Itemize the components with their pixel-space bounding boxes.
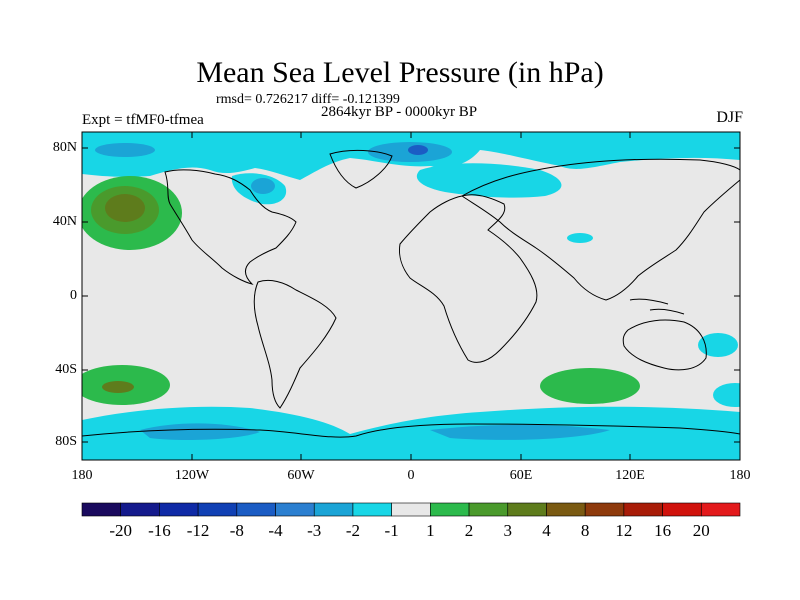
axis-ticks xyxy=(82,132,740,460)
colorbar-swatch xyxy=(275,502,315,517)
lat-label: 80N xyxy=(52,140,77,155)
period-text: 2864kyr BP - 0000kyr BP xyxy=(321,104,478,120)
colorbar-swatch xyxy=(468,502,509,517)
australia-coast xyxy=(622,319,707,371)
colorbar-swatch xyxy=(313,502,354,517)
australia-negative-region xyxy=(698,333,738,357)
hudson-darker-patch xyxy=(251,178,275,194)
coastlines xyxy=(82,149,740,438)
colorbar-label: -12 xyxy=(186,521,210,540)
colorbar-swatch xyxy=(430,502,470,517)
colorbar-label: -4 xyxy=(268,521,283,540)
lon-label: 180 xyxy=(729,468,751,483)
asia-coast xyxy=(461,158,740,301)
europe-negative-region xyxy=(416,163,562,198)
colorbar-swatch xyxy=(391,502,431,517)
colorbar-swatch xyxy=(546,502,586,517)
antarctica-coast xyxy=(82,423,740,438)
lon-label: 120W xyxy=(174,468,210,483)
colorbar-label: 4 xyxy=(542,521,551,540)
south-america-coast xyxy=(253,279,337,409)
lon-label: 60W xyxy=(287,468,315,483)
lon-label: 60E xyxy=(509,468,533,483)
colorbar-label: -8 xyxy=(229,521,244,540)
indian-ocean-positive-region xyxy=(540,368,640,404)
tasman-negative-region xyxy=(713,383,740,407)
southern-ocean-negative-band xyxy=(82,406,740,460)
colorbar-label: -20 xyxy=(109,521,133,540)
south-pacific-positive-core xyxy=(102,381,134,393)
north-america-coast xyxy=(164,169,297,285)
colorbar-swatch xyxy=(662,502,702,517)
colorbar-label: 2 xyxy=(464,521,474,540)
arctic-darker-patch xyxy=(95,143,155,157)
colorbar-swatch xyxy=(584,502,625,517)
colorbar-swatch xyxy=(352,502,392,517)
colorbar xyxy=(81,502,741,517)
southern-ocean-darker-patch-1 xyxy=(140,423,260,440)
colorbar-label: 12 xyxy=(615,521,633,540)
experiment-label: Expt = tfMF0-tfmea xyxy=(82,112,204,128)
colorbar-label: -2 xyxy=(345,521,361,540)
lat-label: 80S xyxy=(55,434,77,449)
colorbar-swatch xyxy=(236,502,276,517)
colorbar-swatch xyxy=(700,502,741,517)
season-label: DJF xyxy=(716,109,743,126)
lat-label: 40N xyxy=(52,214,77,229)
colorbar-label: -16 xyxy=(148,521,171,540)
europe-africa-coast xyxy=(399,194,538,363)
lat-label: 40S xyxy=(55,362,77,377)
colorbar-label: -3 xyxy=(307,521,322,540)
lon-label: 0 xyxy=(407,468,415,483)
lat-label: 0 xyxy=(70,288,77,303)
colorbar-swatch xyxy=(197,502,238,517)
southern-ocean-darker-patch-2 xyxy=(430,424,610,440)
colorbar-swatch xyxy=(623,502,663,517)
figure-title: Mean Sea Level Pressure (in hPa) xyxy=(196,56,604,89)
colorbar-label: 8 xyxy=(580,521,590,540)
colorbar-label: 16 xyxy=(654,521,672,540)
map-background xyxy=(82,132,740,460)
pressure-anomaly-field xyxy=(82,132,740,460)
greenland-low-core xyxy=(408,145,428,155)
colorbar-label: 3 xyxy=(503,521,513,540)
greenland-coast xyxy=(329,149,393,189)
lon-label: 180 xyxy=(71,468,93,483)
colorbar-label: 20 xyxy=(692,521,710,540)
colorbar-label: 1 xyxy=(426,521,435,540)
indonesia-coast xyxy=(629,298,685,315)
lon-label: 120E xyxy=(615,468,645,483)
colorbar-swatch xyxy=(159,502,199,517)
stats-text: rmsd= 0.726217 diff= -0.121399 xyxy=(216,92,400,107)
colorbar-swatch xyxy=(507,502,547,517)
colorbar-swatch xyxy=(120,502,160,517)
colorbar-swatch xyxy=(81,502,122,517)
arabian-sea-spot xyxy=(567,233,593,243)
north-pacific-positive-core xyxy=(105,194,145,222)
colorbar-label: -1 xyxy=(384,521,399,540)
